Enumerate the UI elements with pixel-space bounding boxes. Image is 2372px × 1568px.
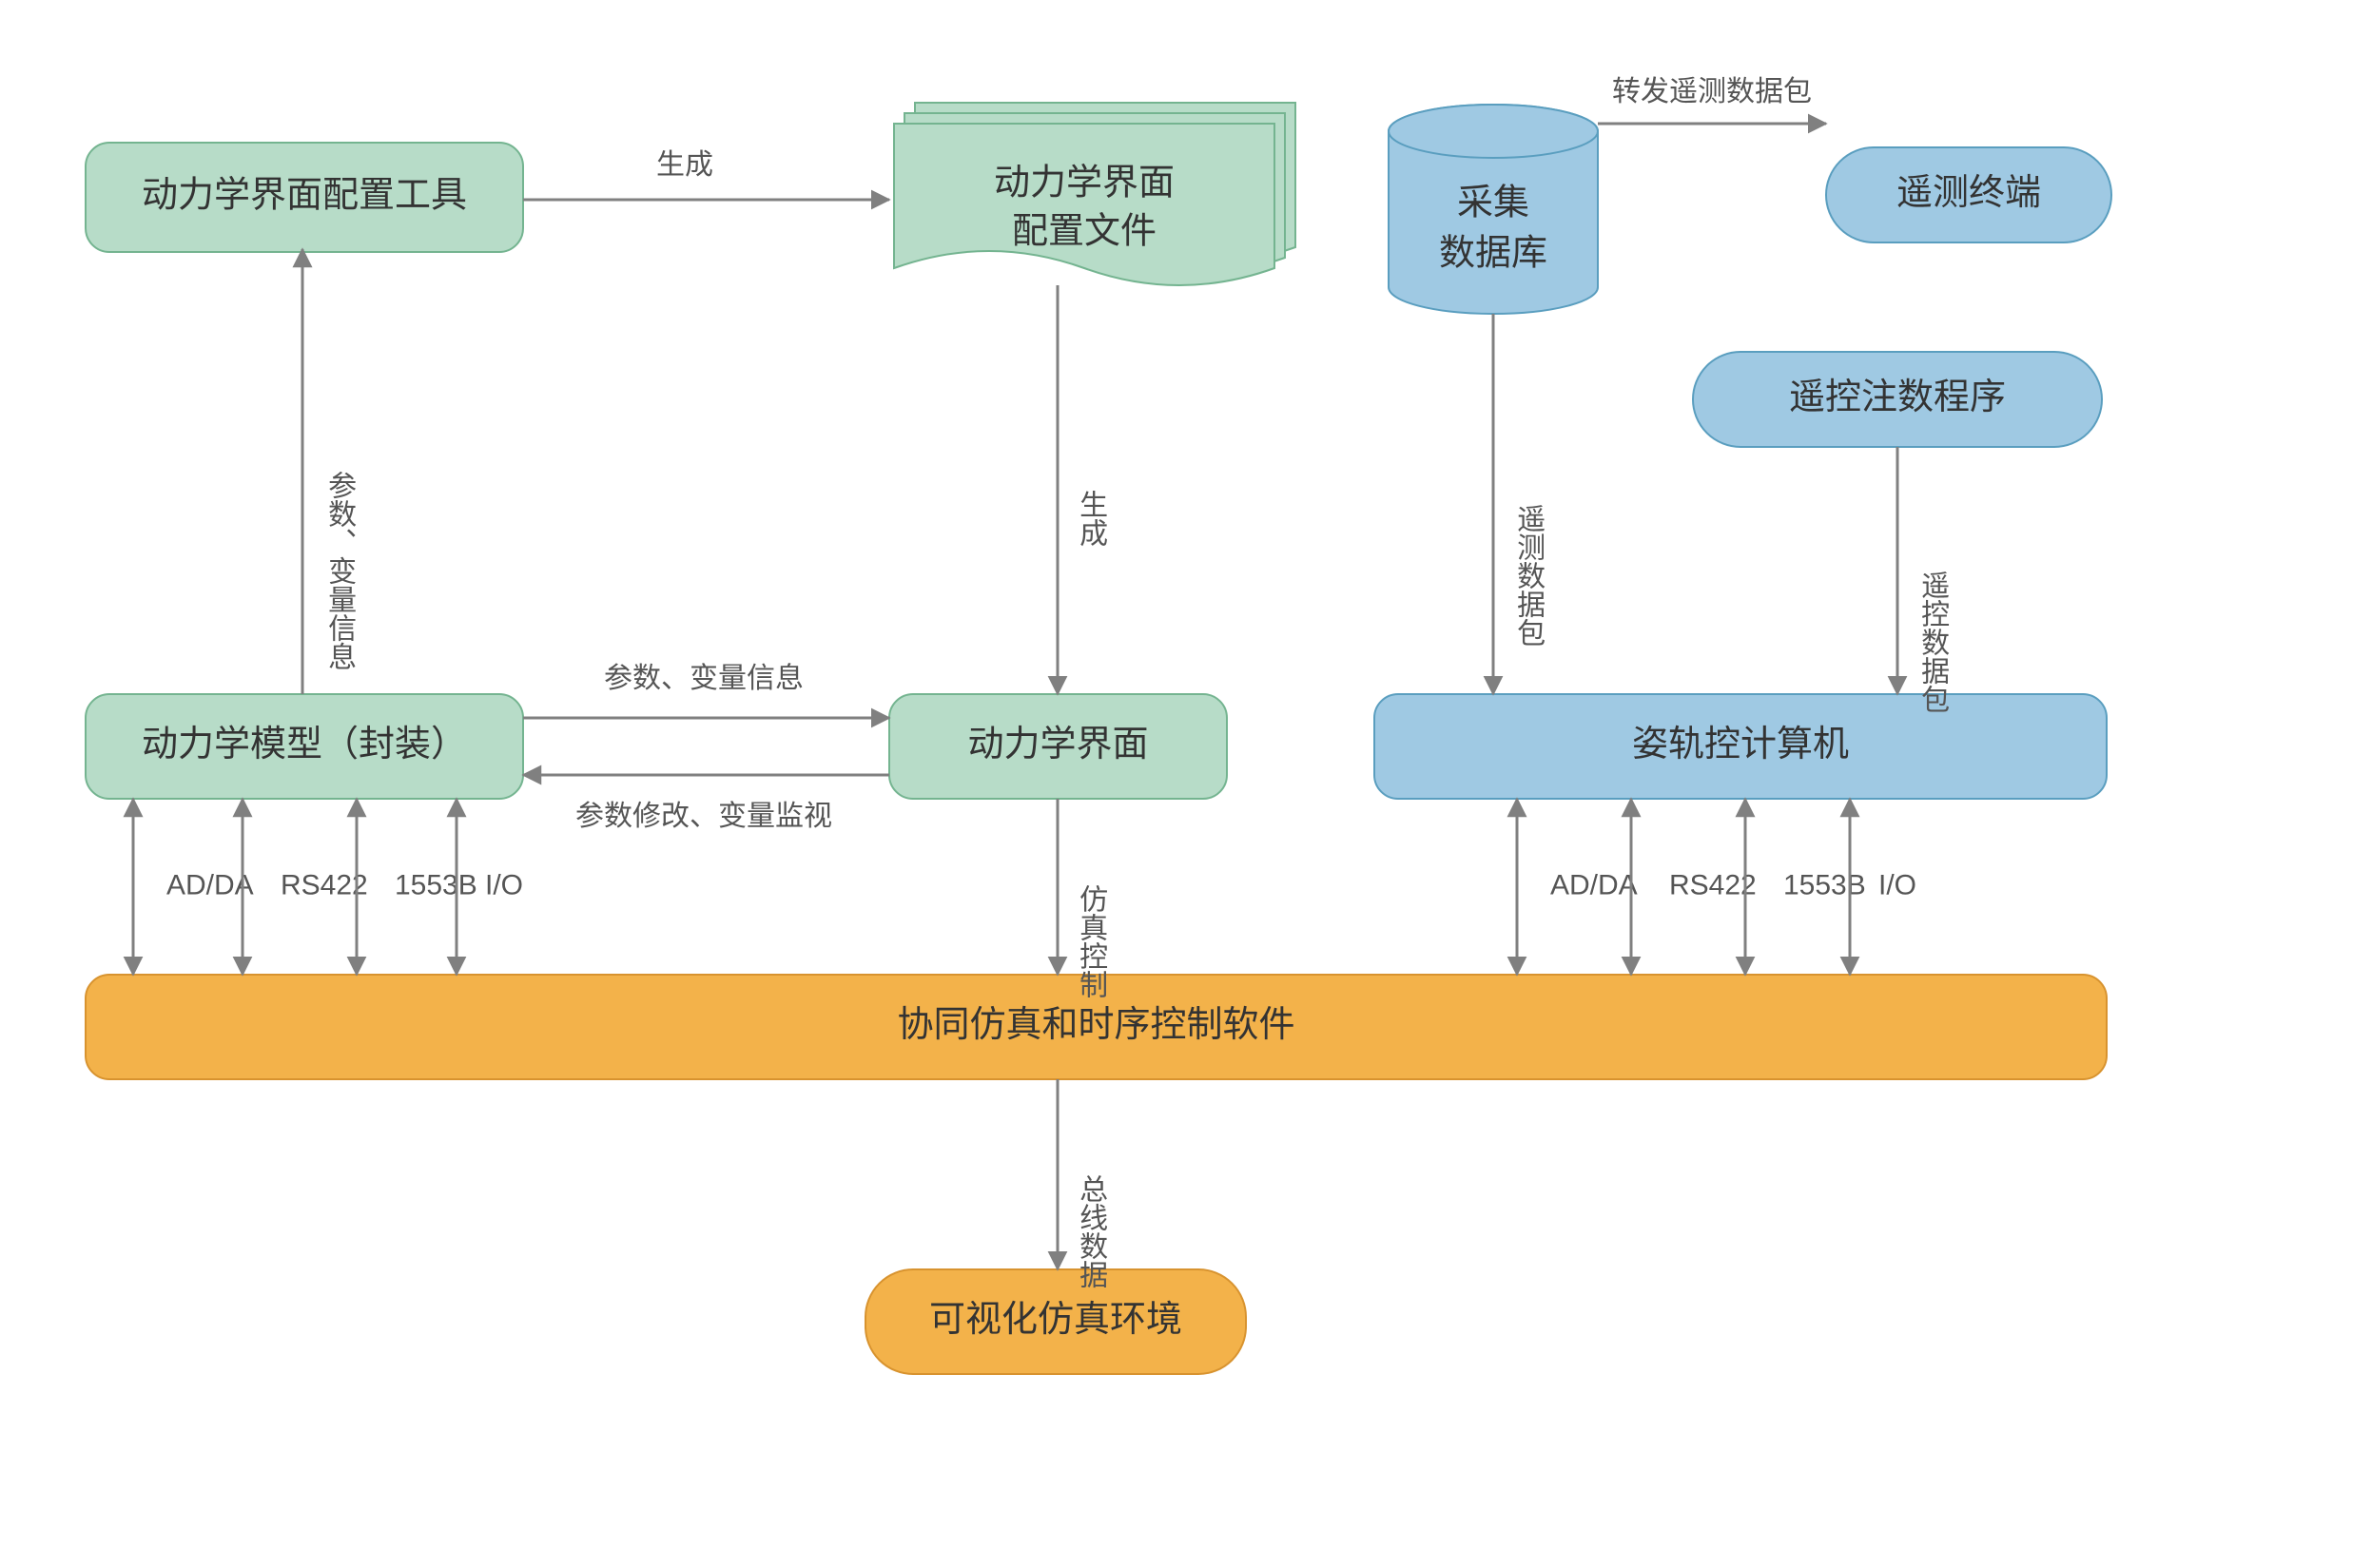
- svg-text:I/O: I/O: [485, 869, 523, 900]
- dyn_ui: 动力学界面: [889, 694, 1227, 799]
- edge-e8: 遥控数据包: [1897, 447, 1950, 713]
- bus-line: RS422: [243, 799, 368, 975]
- bus-line: AD/DA: [1517, 799, 1638, 975]
- svg-text:AD/DA: AD/DA: [166, 869, 254, 900]
- edge-e9: 仿真控制: [1058, 799, 1108, 998]
- svg-text:1553B: 1553B: [395, 869, 477, 900]
- svg-text:转发遥测数据包: 转发遥测数据包: [1612, 76, 1812, 107]
- svg-text:配置文件: 配置文件: [1012, 212, 1157, 252]
- config_file: 动力学界面配置文件: [894, 103, 1295, 285]
- svg-text:参数、变量信息: 参数、变量信息: [323, 471, 357, 670]
- svg-text:生成: 生成: [1075, 490, 1107, 547]
- svg-text:遥控数据包: 遥控数据包: [1916, 571, 1950, 713]
- svg-text:姿轨控计算机: 姿轨控计算机: [1632, 725, 1849, 765]
- svg-text:1553B: 1553B: [1783, 869, 1866, 900]
- edge-e1: 生成: [523, 149, 889, 200]
- svg-text:动力学界面: 动力学界面: [994, 164, 1175, 203]
- db: 采集数据库: [1389, 105, 1598, 314]
- svg-text:数据库: 数据库: [1439, 233, 1547, 273]
- svg-text:动力学界面: 动力学界面: [967, 725, 1148, 765]
- config_tool: 动力学界面配置工具: [86, 143, 523, 252]
- telemetry: 遥测终端: [1826, 147, 2111, 242]
- svg-text:遥控注数程序: 遥控注数程序: [1789, 377, 2006, 417]
- visual_env: 可视化仿真环境: [865, 1269, 1246, 1374]
- svg-text:遥测数据包: 遥测数据包: [1512, 504, 1546, 647]
- dyn_model: 动力学模型（封装）: [86, 694, 523, 799]
- bus-line: 1553B: [1745, 799, 1866, 975]
- svg-text:AD/DA: AD/DA: [1550, 869, 1638, 900]
- edge-e5: 参数修改、变量监视: [523, 775, 889, 832]
- svg-text:参数、变量信息: 参数、变量信息: [604, 663, 804, 694]
- bus-line: AD/DA: [133, 799, 254, 975]
- svg-text:协同仿真和时序控制软件: 协同仿真和时序控制软件: [897, 1005, 1294, 1045]
- svg-text:RS422: RS422: [281, 869, 368, 900]
- svg-text:总线数据: 总线数据: [1075, 1174, 1108, 1288]
- svg-text:RS422: RS422: [1669, 869, 1757, 900]
- bus-line: 1553B: [357, 799, 477, 975]
- edge-e10: 总线数据: [1058, 1079, 1108, 1288]
- svg-text:参数修改、变量监视: 参数修改、变量监视: [575, 801, 832, 832]
- edge-e7: 转发遥测数据包: [1598, 76, 1826, 124]
- edge-e3: 生成: [1058, 285, 1107, 694]
- svg-text:可视化仿真环境: 可视化仿真环境: [929, 1300, 1182, 1340]
- svg-text:仿真控制: 仿真控制: [1075, 884, 1108, 998]
- edge-e2: 参数、变量信息: [302, 249, 357, 694]
- svg-text:动力学模型（封装）: 动力学模型（封装）: [142, 725, 467, 765]
- svg-text:遥测终端: 遥测终端: [1896, 173, 2041, 213]
- edge-e6: 遥测数据包: [1493, 314, 1546, 694]
- svg-text:生成: 生成: [656, 149, 713, 181]
- svg-text:采集: 采集: [1457, 184, 1529, 223]
- svg-text:I/O: I/O: [1878, 869, 1916, 900]
- attitude_ctrl: 姿轨控计算机: [1374, 694, 2107, 799]
- bus-line: RS422: [1631, 799, 1757, 975]
- remote_inject: 遥控注数程序: [1693, 352, 2102, 447]
- svg-text:动力学界面配置工具: 动力学界面配置工具: [142, 176, 467, 216]
- edge-e4: 参数、变量信息: [523, 663, 889, 718]
- flowchart-diagram: 动力学界面配置工具动力学界面配置文件采集数据库遥测终端遥控注数程序动力学模型（封…: [0, 0, 2372, 1568]
